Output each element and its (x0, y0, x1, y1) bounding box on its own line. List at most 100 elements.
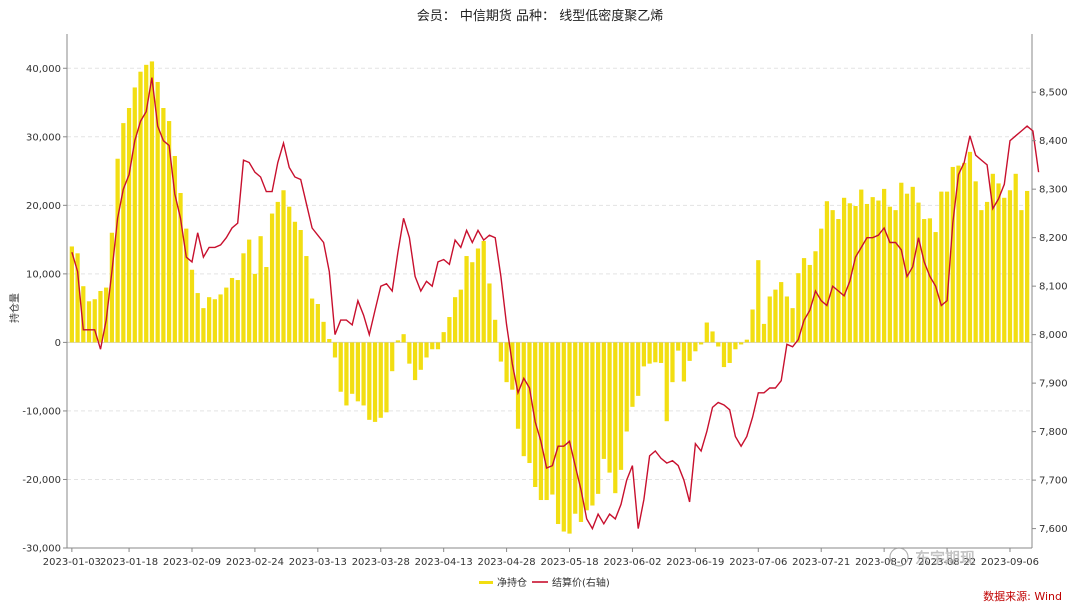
legend-bar-swatch (479, 581, 493, 584)
bar (596, 342, 601, 494)
bar (876, 200, 881, 343)
bar (870, 197, 875, 343)
x-tick-label: 2023-01-18 (100, 557, 158, 568)
bar (939, 191, 944, 343)
bar (109, 232, 115, 343)
bar (801, 258, 807, 343)
bar (807, 264, 812, 343)
bar (710, 331, 715, 343)
bar (973, 181, 978, 343)
bar (189, 269, 195, 343)
right-tick-label: 8,100 (1039, 282, 1068, 293)
right-tick-label: 8,500 (1039, 88, 1068, 99)
right-tick-label: 7,800 (1039, 427, 1068, 438)
bar (538, 342, 544, 501)
bar (132, 87, 137, 343)
bar (653, 342, 658, 363)
bar (716, 342, 721, 347)
bar (527, 342, 532, 464)
bar (498, 342, 503, 362)
bar (824, 201, 830, 343)
bar (441, 332, 446, 343)
watermark: 东宇期现 (889, 547, 975, 567)
bar (287, 206, 292, 343)
bar (355, 342, 360, 402)
bar (779, 282, 784, 343)
bar (304, 256, 309, 343)
bar (733, 342, 738, 350)
watermark-text: 东宇期现 (915, 549, 975, 567)
bar (344, 342, 349, 406)
bar (727, 342, 732, 363)
bar (269, 213, 275, 343)
wechat-icon (889, 547, 909, 567)
bar (618, 342, 624, 470)
bar (664, 342, 669, 422)
bar (750, 309, 755, 343)
bar (950, 166, 955, 343)
chart-title: 会员： 中信期货 品种： 线型低密度聚乙烯 (417, 8, 663, 24)
right-tick-label: 7,600 (1039, 524, 1068, 535)
bar (166, 121, 172, 343)
bar (550, 342, 555, 495)
bar (138, 71, 143, 343)
x-tick-label: 2023-06-02 (603, 557, 661, 568)
bar (544, 342, 549, 501)
bar (1019, 210, 1024, 343)
left-axis-ticks: -30,000 -20,000 -10,000 0 10,000 20,000 30,000… (22, 64, 67, 555)
bar (956, 165, 961, 343)
bar (515, 342, 521, 429)
bar (493, 319, 498, 343)
bar (470, 262, 475, 343)
bar (624, 342, 629, 432)
bar (435, 342, 441, 350)
bar (819, 228, 824, 343)
bar (630, 342, 635, 407)
bar (796, 273, 801, 343)
bar (92, 299, 97, 343)
bar (412, 342, 418, 381)
bar (773, 289, 778, 343)
bar (647, 342, 652, 364)
bar (195, 293, 200, 343)
grid (67, 67, 1032, 549)
source-label: 数据来源: Wind (983, 589, 1062, 603)
bar (767, 296, 772, 343)
bar (75, 253, 80, 343)
left-tick-label: 0 (55, 338, 61, 349)
right-tick-label: 8,200 (1039, 233, 1068, 244)
left-tick-label: 10,000 (26, 269, 61, 280)
bar (841, 197, 847, 343)
bar (641, 342, 647, 367)
bar (207, 297, 212, 343)
bar (984, 201, 990, 343)
bar (944, 191, 950, 343)
bar (247, 239, 252, 343)
right-tick-label: 7,700 (1039, 476, 1068, 487)
bar (922, 219, 927, 343)
left-tick-label: 30,000 (26, 132, 61, 143)
x-tick-label: 2023-01-03 (43, 557, 101, 568)
bar (613, 342, 618, 494)
bar (367, 342, 372, 420)
x-tick-label: 2023-04-28 (478, 557, 536, 568)
bar (533, 342, 538, 488)
left-tick-label: -30,000 (22, 544, 61, 555)
right-tick-label: 7,900 (1039, 379, 1068, 390)
bar (378, 342, 383, 418)
bar (864, 203, 870, 343)
bar (636, 342, 641, 396)
bar (115, 158, 120, 343)
bar (452, 297, 458, 343)
bar (721, 342, 727, 368)
bar (235, 280, 240, 343)
left-tick-label: -10,000 (22, 406, 61, 417)
bar (555, 342, 561, 525)
bar (899, 182, 904, 343)
bar (201, 308, 206, 343)
bar (149, 61, 155, 343)
right-tick-label: 8,400 (1039, 136, 1068, 147)
bar (744, 339, 749, 343)
left-tick-label: -20,000 (22, 475, 61, 486)
bar (475, 248, 481, 343)
